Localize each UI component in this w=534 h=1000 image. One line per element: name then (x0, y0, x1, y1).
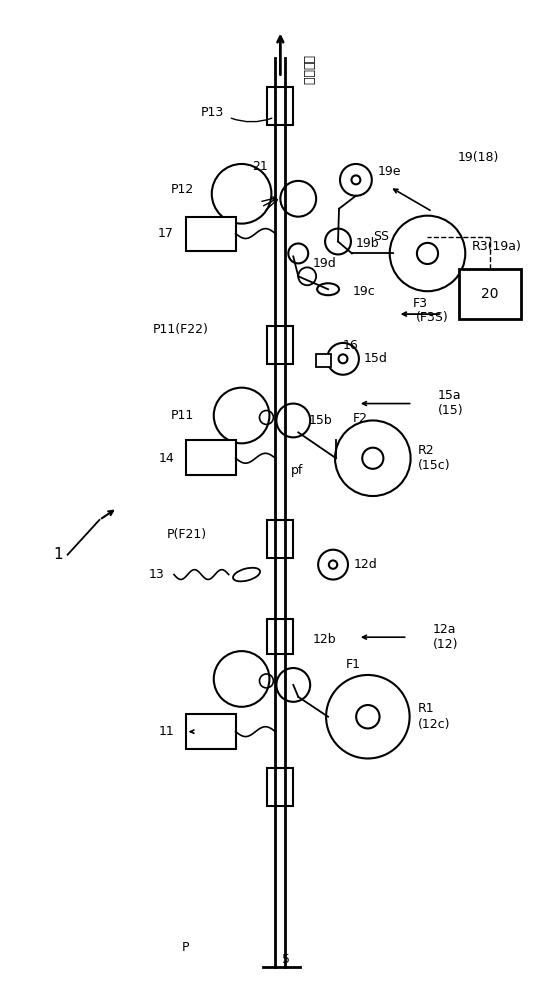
Text: (15): (15) (437, 404, 463, 417)
Text: 20: 20 (481, 287, 499, 301)
Text: F1: F1 (346, 658, 361, 671)
Text: 12b: 12b (313, 633, 337, 646)
Text: 15b: 15b (308, 414, 332, 427)
Text: (12): (12) (433, 638, 458, 651)
Bar (186, 714, 235, 749)
Text: P13: P13 (200, 106, 224, 119)
Text: P: P (182, 941, 189, 954)
Text: 12a: 12a (433, 623, 456, 636)
Bar (268, 520, 293, 558)
Text: P(F21): P(F21) (167, 528, 207, 541)
Text: 14: 14 (158, 452, 174, 465)
Text: R2: R2 (418, 444, 434, 457)
Text: F3: F3 (413, 297, 428, 310)
Text: 21: 21 (253, 160, 269, 173)
Bar (316, 354, 331, 367)
Text: 19e: 19e (378, 165, 401, 178)
Text: P11: P11 (171, 409, 194, 422)
Bar (268, 87, 293, 125)
Text: P11(F22): P11(F22) (153, 323, 209, 336)
Text: 16: 16 (343, 339, 359, 352)
Text: 19b: 19b (356, 237, 380, 250)
Bar (459, 269, 521, 319)
Text: 15a: 15a (437, 389, 461, 402)
Text: 11: 11 (158, 725, 174, 738)
Text: 19(18): 19(18) (457, 151, 499, 164)
Ellipse shape (233, 568, 260, 581)
Text: pf: pf (291, 464, 304, 477)
Text: P12: P12 (171, 183, 194, 196)
Text: 19d: 19d (313, 257, 337, 270)
Text: (12c): (12c) (418, 718, 450, 731)
Text: R1: R1 (418, 702, 434, 715)
Bar (268, 619, 293, 654)
Bar (268, 768, 293, 806)
Text: 输送方向: 输送方向 (302, 55, 315, 85)
Text: 1: 1 (53, 547, 62, 562)
Bar (186, 440, 235, 475)
Ellipse shape (317, 283, 339, 295)
Text: 13: 13 (148, 568, 164, 581)
Text: 19c: 19c (353, 285, 376, 298)
Text: 17: 17 (158, 227, 174, 240)
Text: F2: F2 (353, 412, 368, 425)
Bar (268, 326, 293, 364)
Text: 12d: 12d (354, 558, 378, 571)
Text: SS: SS (373, 230, 389, 243)
Text: 5: 5 (282, 953, 290, 966)
Text: 15d: 15d (364, 352, 388, 365)
Bar (186, 217, 235, 251)
Text: (F3S): (F3S) (415, 311, 449, 324)
Text: R3(19a): R3(19a) (472, 240, 522, 253)
Text: (15c): (15c) (418, 459, 450, 472)
